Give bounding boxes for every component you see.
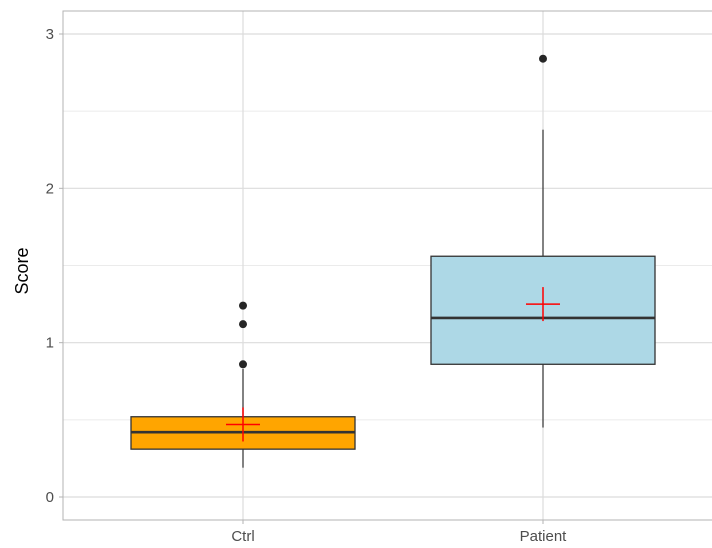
outlier-point <box>239 360 247 369</box>
outlier-point <box>239 301 247 310</box>
box-ctrl <box>130 301 356 468</box>
y-tick-label: 3 <box>46 26 54 43</box>
y-tick-label: 2 <box>46 180 54 197</box>
x-tick-label: Ctrl <box>231 528 254 545</box>
y-tick-label: 1 <box>46 335 54 352</box>
y-tick-label: 0 <box>46 489 54 506</box>
box-patient <box>430 54 656 428</box>
x-axis: Ctrl Patient <box>231 520 567 545</box>
outlier-point <box>539 54 547 63</box>
box-layer <box>130 54 656 468</box>
outlier-point <box>239 320 247 329</box>
panel-border <box>62 10 712 521</box>
y-axis-title: Score <box>12 247 32 294</box>
y-axis: 0 1 2 3 <box>46 26 63 506</box>
x-tick-label: Patient <box>520 528 568 545</box>
